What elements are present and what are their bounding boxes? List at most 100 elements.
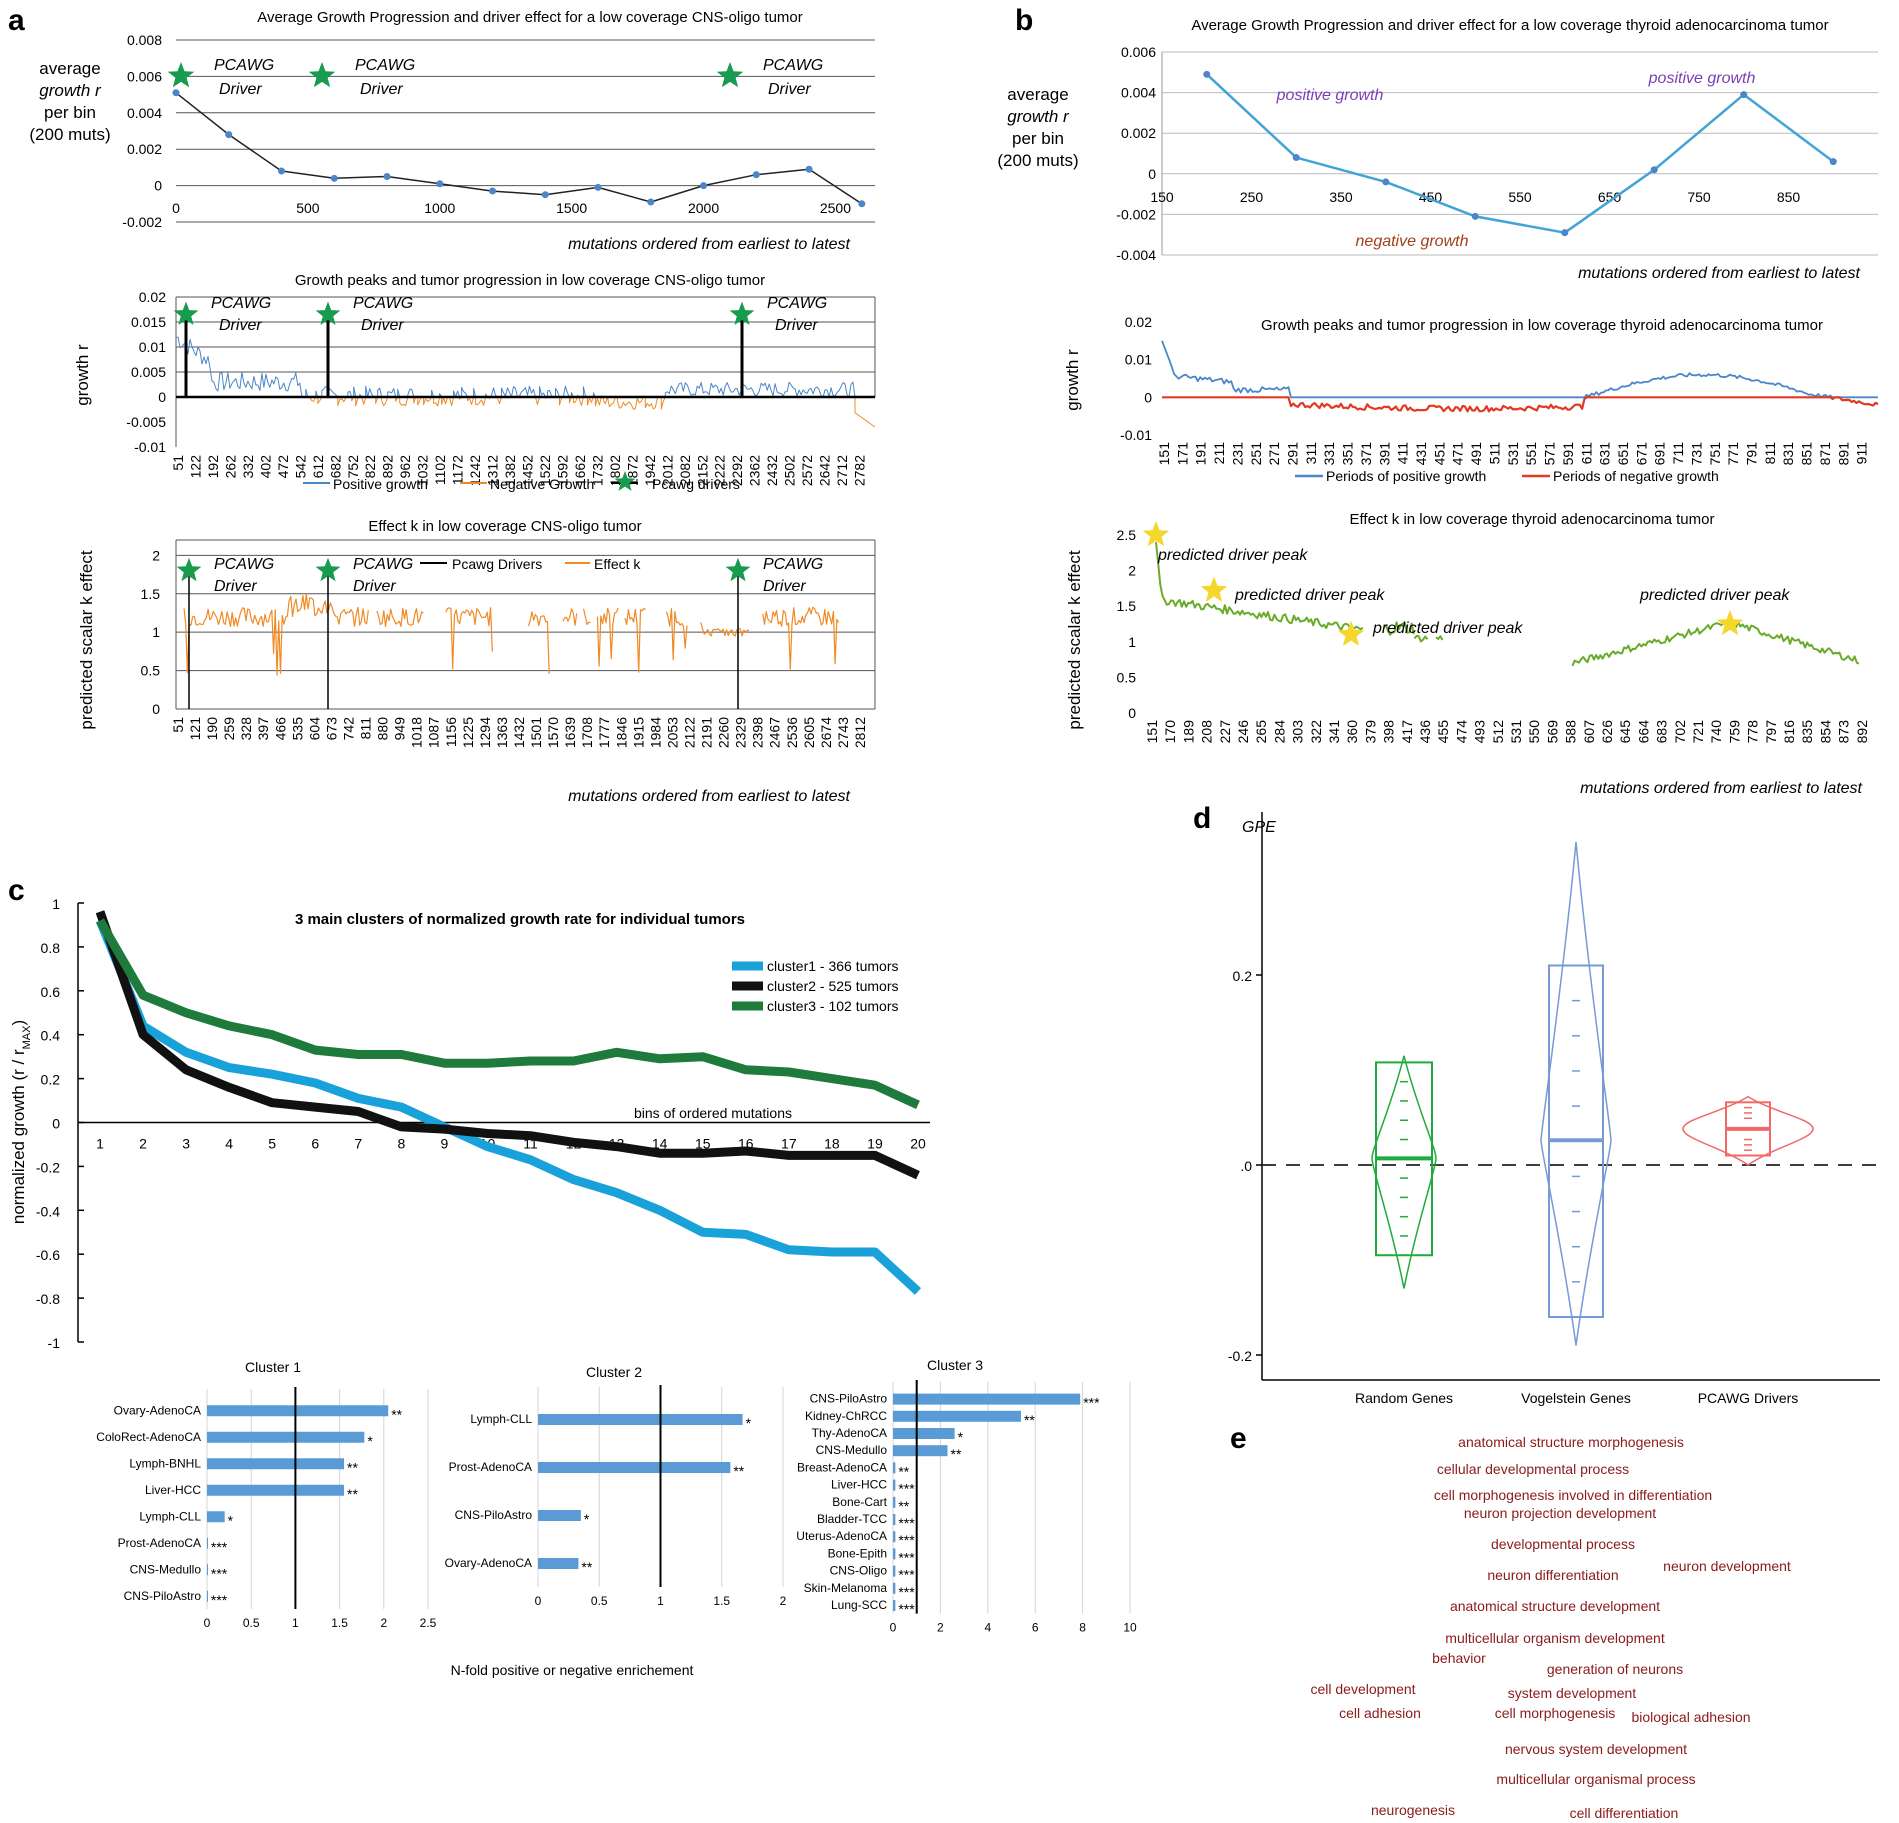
b3-peak-star <box>1337 620 1365 646</box>
c-legend-label-cluster2: cluster2 - 525 tumors <box>767 978 899 994</box>
c3-title: Cluster 3 <box>927 1357 983 1373</box>
c1-significance: * <box>228 1512 234 1528</box>
a2-xtick-label: 2432 <box>764 455 780 486</box>
e-word: developmental process <box>1491 1536 1635 1552</box>
d-ylabel: GPE <box>1242 819 1276 836</box>
c1-bar <box>207 1458 345 1470</box>
a1-data-point <box>489 187 497 195</box>
a3-effect-k-segment <box>527 611 550 674</box>
b1-annotation-positive-1: positive growth <box>1276 87 1384 104</box>
c3-significance: ** <box>898 1463 909 1479</box>
a2-title: Growth peaks and tumor progression in lo… <box>295 272 765 289</box>
a3-xtick-label: 1156 <box>443 717 459 747</box>
c1-significance: * <box>367 1433 373 1449</box>
a2-growth-segment <box>377 387 383 398</box>
a1-driver-label-2: Driver <box>768 81 811 98</box>
b2-xtick-label: 571 <box>1542 442 1558 466</box>
a1-xtick-label: 0 <box>172 200 180 216</box>
b1-data-point <box>1382 178 1390 186</box>
b2-xtick-label: 271 <box>1266 442 1282 466</box>
a2-xtick-label: 1592 <box>554 455 570 486</box>
a2-growth-segment <box>664 381 856 398</box>
a3-effect-k-segment <box>583 608 591 626</box>
a3-xtick-label: 2191 <box>699 717 715 748</box>
b3-xtick-label: 550 <box>1526 720 1542 744</box>
c2-xtick-label: 0.5 <box>591 1594 608 1608</box>
a2-xtick-label: 1172 <box>450 455 466 485</box>
b3-ytick-label: 0.5 <box>1117 669 1137 685</box>
a1-ytick-label: 0 <box>154 178 162 194</box>
a2-driver-label-1: PCAWG <box>353 295 413 312</box>
c3-category-label: Bone-Epith <box>828 1546 887 1560</box>
b1-xtick-label: 250 <box>1240 189 1264 205</box>
a1-ylabel-line: growth r <box>39 81 102 100</box>
d-ytick-label: -0.2 <box>1228 1348 1252 1364</box>
c1-bar <box>207 1405 389 1417</box>
a2-driver-label-2: Driver <box>219 317 262 334</box>
c1-category-label: ColoRect-AdenoCA <box>96 1430 201 1444</box>
b2-negative-trace <box>1162 396 1879 413</box>
c-ytick-label: 0.8 <box>41 940 61 956</box>
c2-significance: ** <box>581 1559 592 1575</box>
b1-series-line <box>1205 73 1835 234</box>
a3-xtick-label: 466 <box>272 717 288 741</box>
b1-data-point <box>1561 229 1569 237</box>
a2-growth-segment <box>176 336 305 398</box>
b3-xtick-label: 778 <box>1745 720 1761 744</box>
b2-xtick-label: 491 <box>1468 442 1484 466</box>
a2-xtick-label: 472 <box>275 455 291 479</box>
b3-peak-star <box>1716 610 1744 636</box>
a2-xtick-label: 332 <box>240 455 256 479</box>
a1-data-point <box>700 182 708 190</box>
a1-ylabel-line: per bin <box>44 103 96 122</box>
b2-ytick-label: 0 <box>1144 389 1152 405</box>
b1-data-point <box>1203 70 1211 78</box>
c3-significance: *** <box>898 1532 915 1548</box>
c2-category-label: CNS-PiloAstro <box>455 1508 533 1522</box>
a2-growth-segment <box>491 387 498 398</box>
c3-bar <box>893 1531 896 1543</box>
b3-xtick-label: 569 <box>1544 720 1560 744</box>
a2-xtick-label: 612 <box>310 455 326 479</box>
a2-xtick-label: 1522 <box>537 455 553 486</box>
e-word: nervous system development <box>1505 1741 1687 1757</box>
a3-xtick-label: 2398 <box>750 717 766 748</box>
b3-xtick-label: 683 <box>1654 720 1670 744</box>
c2-xtick-label: 1 <box>657 1594 664 1608</box>
a3-xlabel: mutations ordered from earliest to lates… <box>568 788 850 805</box>
a2-ytick-label: 0 <box>158 389 166 405</box>
a2-xtick-label: 262 <box>222 455 238 479</box>
c3-significance: ** <box>1024 1412 1035 1428</box>
c1-bar <box>207 1484 345 1496</box>
a3-xtick-label: 2536 <box>784 717 800 748</box>
a2-growth-segment <box>519 385 536 398</box>
a2-driver-label-1: PCAWG <box>211 295 271 312</box>
a2-growth-segment <box>431 389 435 398</box>
a1-data-point <box>330 174 338 182</box>
a2-xtick-label: 2012 <box>659 455 675 486</box>
b1-ytick-label: 0 <box>1148 166 1156 182</box>
a3-driver-label-2: Driver <box>763 578 806 595</box>
c2-significance: * <box>746 1415 752 1431</box>
a2-growth-segment <box>433 396 441 407</box>
b2-xtick-label: 211 <box>1211 442 1227 465</box>
c3-bar <box>893 1479 896 1491</box>
d-category-label: PCAWG Drivers <box>1698 1390 1799 1406</box>
panel-label-b: b <box>1015 4 1033 37</box>
panel-label-c: c <box>8 874 25 907</box>
a2-growth-segment <box>365 385 376 398</box>
c1-xtick-label: 2.5 <box>420 1616 437 1630</box>
c3-bar <box>893 1548 896 1560</box>
b3-xtick-label: 170 <box>1162 720 1178 744</box>
a1-data-point <box>383 173 391 180</box>
c-xtick-label: 14 <box>652 1136 668 1152</box>
a2-xtick-label: 2152 <box>694 455 710 486</box>
b2-xtick-label: 191 <box>1193 442 1209 466</box>
a1-title: Average Growth Progression and driver ef… <box>257 9 803 26</box>
b2-xtick-label: 151 <box>1156 442 1172 466</box>
a2-growth-segment <box>572 396 578 404</box>
e-word: cellular developmental process <box>1437 1461 1629 1477</box>
a3-legend-label-effect: Effect k <box>594 556 641 572</box>
b1-data-point <box>1292 154 1300 162</box>
b3-xtick-label: 303 <box>1290 720 1306 744</box>
